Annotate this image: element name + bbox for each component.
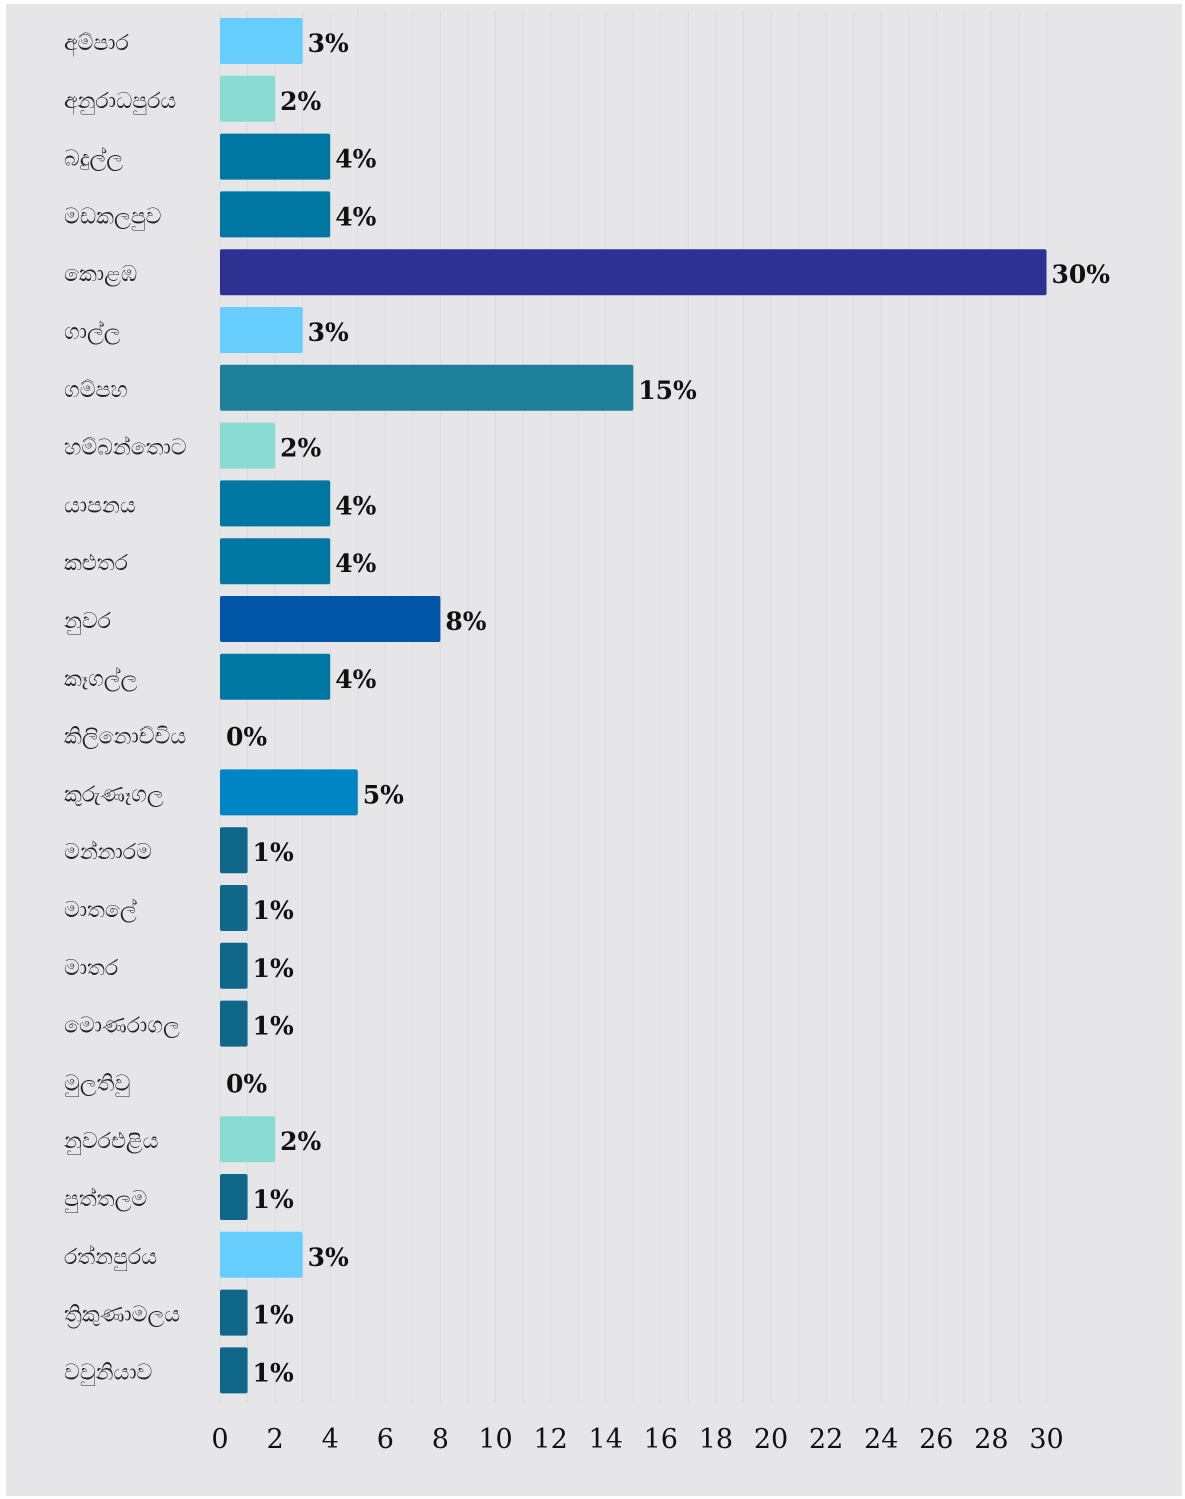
x-tick-label: 18 <box>699 1424 733 1455</box>
bar <box>220 942 248 989</box>
value-label: 1% <box>253 1012 294 1041</box>
value-labels: 3% 2% 4% 4% 30% 3% 15% 2% 4% 4% 8% 4% 0% 5% 1% 1% 1% 1% 0%… <box>226 29 1110 1387</box>
value-label: 1% <box>253 838 294 867</box>
category-label: යාපනය <box>64 493 136 518</box>
x-tick-label: 16 <box>644 1424 678 1455</box>
x-tick-label: 14 <box>589 1424 623 1455</box>
value-label: 4% <box>335 665 376 694</box>
x-tick-label: 8 <box>432 1424 449 1455</box>
value-label: 4% <box>335 145 376 174</box>
value-label: 1% <box>253 1301 294 1330</box>
value-label: 4% <box>335 491 376 520</box>
category-label: පුත්තලම <box>64 1187 147 1213</box>
value-label: 3% <box>308 318 349 347</box>
bar <box>220 1231 303 1278</box>
value-label: 3% <box>308 29 349 58</box>
value-label: 4% <box>335 549 376 578</box>
bar <box>220 133 331 180</box>
bar <box>220 480 331 527</box>
category-label: අනුරාධපුරය <box>64 89 176 115</box>
x-tick-label: 4 <box>322 1424 339 1455</box>
bar <box>220 885 248 931</box>
bar <box>220 75 276 122</box>
value-label: 1% <box>253 896 294 925</box>
x-tick-label: 10 <box>478 1424 512 1455</box>
category-label: ගම්පහ <box>64 378 128 403</box>
category-label: මන්නාරම <box>64 840 152 865</box>
value-label: 30% <box>1052 260 1111 289</box>
category-label: හම්බන්තොට <box>64 435 187 460</box>
bar <box>220 364 634 411</box>
value-label: 15% <box>638 376 697 405</box>
x-tick-label: 2 <box>267 1424 284 1455</box>
value-label: 5% <box>363 780 404 809</box>
value-label: 1% <box>253 954 294 983</box>
category-label: කෑගල්ල <box>64 667 138 692</box>
value-label: 2% <box>280 1127 321 1156</box>
bar <box>220 1000 248 1047</box>
category-label: මුලතිවු <box>64 1071 130 1097</box>
category-label: කිලිනොච්චිය <box>64 725 186 750</box>
x-tick-label: 12 <box>533 1424 567 1455</box>
x-axis-tick-labels: 0 2 4 6 8 10 12 14 16 18 20 22 24 26 28 30 <box>211 1424 1063 1455</box>
bar <box>220 1347 248 1394</box>
x-tick-label: 28 <box>974 1424 1008 1455</box>
category-label: මොණරාගල <box>64 1014 180 1039</box>
value-label: 3% <box>308 1243 349 1272</box>
value-label: 1% <box>253 1358 294 1387</box>
value-label: 1% <box>253 1185 294 1214</box>
x-tick-label: 22 <box>809 1424 843 1455</box>
bar <box>220 18 303 64</box>
category-label: මාතලේ <box>64 898 137 923</box>
bar <box>220 249 1047 296</box>
bar <box>220 307 303 353</box>
bar <box>220 653 331 700</box>
bar <box>220 596 441 642</box>
category-label: මාතර <box>64 956 119 981</box>
category-label: ත්‍රිකුණාමලය <box>64 1303 180 1329</box>
x-tick-label: 20 <box>754 1424 788 1455</box>
bar <box>220 538 331 585</box>
bar <box>220 1116 276 1163</box>
category-label: කුරුණෑගල <box>64 782 164 807</box>
grid-lines <box>219 10 1047 1402</box>
value-label: 0% <box>226 1069 267 1098</box>
bar <box>220 827 248 874</box>
bar <box>220 191 331 238</box>
value-label: 4% <box>335 202 376 231</box>
x-tick-label: 6 <box>377 1424 394 1455</box>
category-label: බදුල්ල <box>64 146 123 171</box>
category-label: නුවරඑළිය <box>64 1129 158 1155</box>
x-tick-label: 26 <box>919 1424 953 1455</box>
category-label: කොළඹ <box>64 262 137 287</box>
value-label: 2% <box>280 434 321 463</box>
x-tick-label: 0 <box>211 1424 228 1455</box>
bars <box>220 18 1047 1394</box>
x-tick-label: 30 <box>1029 1424 1063 1455</box>
bar <box>220 769 358 816</box>
category-label: වවුනියාව <box>64 1360 152 1386</box>
category-label: අම්පාර <box>64 31 130 57</box>
bar <box>220 422 276 469</box>
bar <box>220 1289 248 1336</box>
value-label: 0% <box>226 723 267 752</box>
category-label: රත්නපුරය <box>64 1245 157 1271</box>
category-label: ගාල්ල <box>64 320 121 345</box>
category-label: නුවර <box>64 609 112 635</box>
value-label: 8% <box>445 607 486 636</box>
value-label: 2% <box>280 87 321 116</box>
category-labels: අම්පාර අනුරාධපුරය බදුල්ල මඩකලපුව කොළඹ ගාල්ල ගම… <box>64 31 187 1386</box>
category-label: මඩකලපුව <box>64 204 161 230</box>
category-label: කළුතර <box>64 551 129 576</box>
x-tick-label: 24 <box>864 1424 898 1455</box>
bar <box>220 1174 248 1220</box>
